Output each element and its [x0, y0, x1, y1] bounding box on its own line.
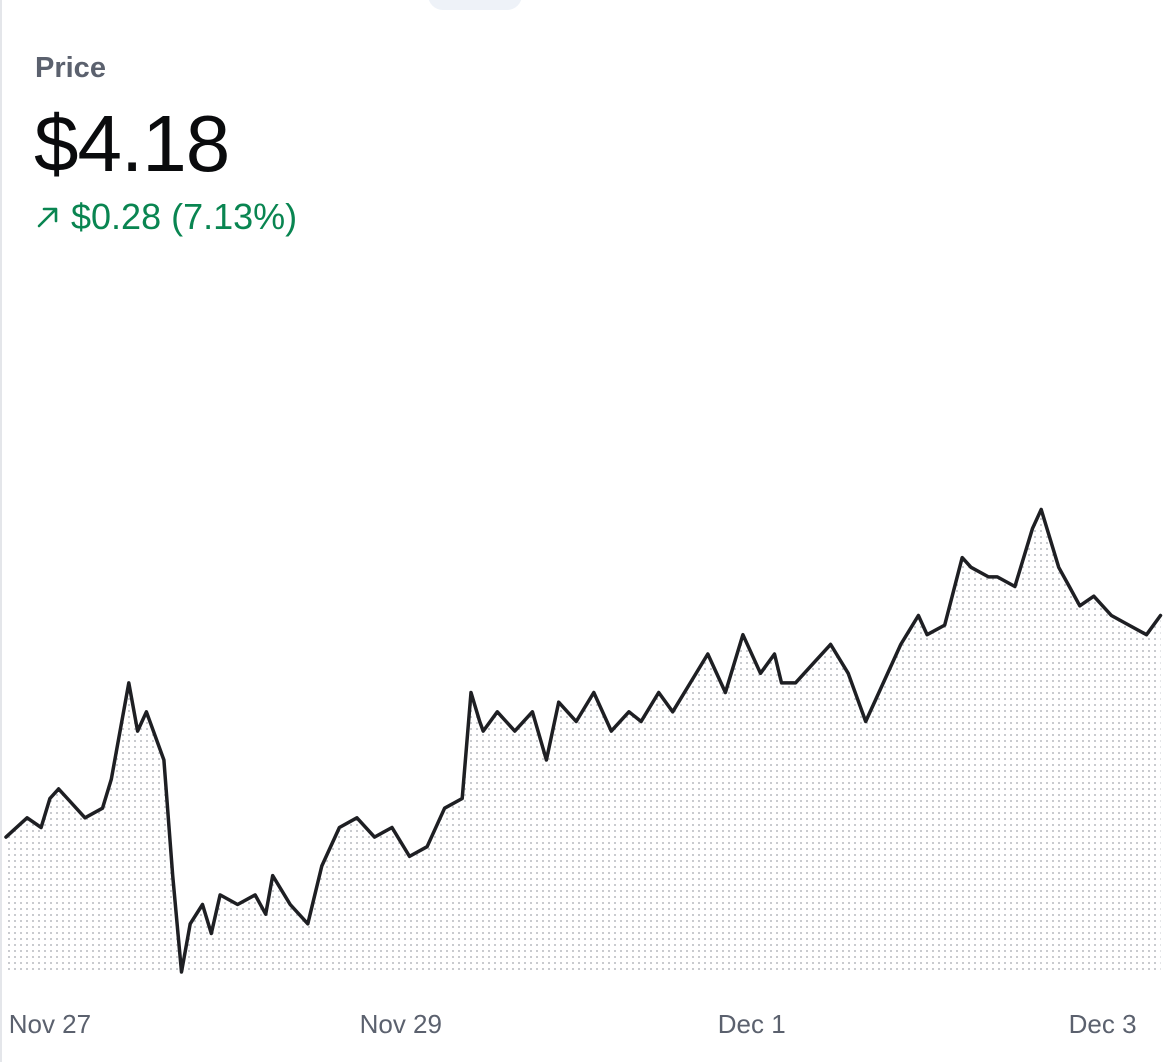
arrow-up-right-icon: [35, 204, 61, 230]
x-tick-label: Dec 1: [718, 1009, 786, 1039]
timeframe-selector-tab[interactable]: [428, 0, 522, 10]
x-tick-label: Nov 27: [9, 1009, 91, 1039]
x-axis-labels: Nov 27 Nov 29 Dec 1 Dec 3: [9, 1009, 1137, 1039]
x-tick-label: Dec 3: [1069, 1009, 1137, 1039]
x-tick-label: Nov 29: [360, 1009, 442, 1039]
price-line: [4, 507, 1163, 974]
price-chart: Nov 27 Nov 29 Dec 1 Dec 3: [4, 507, 1163, 1039]
price-label: Price: [35, 52, 106, 84]
left-edge-divider: [0, 0, 2, 1062]
price-change: $0.28 (7.13%): [35, 196, 297, 238]
plot-area: [4, 507, 1163, 974]
price-area-fill: [6, 509, 1161, 972]
price-change-text: $0.28 (7.13%): [71, 196, 298, 237]
price-value: $4.18: [34, 99, 230, 188]
